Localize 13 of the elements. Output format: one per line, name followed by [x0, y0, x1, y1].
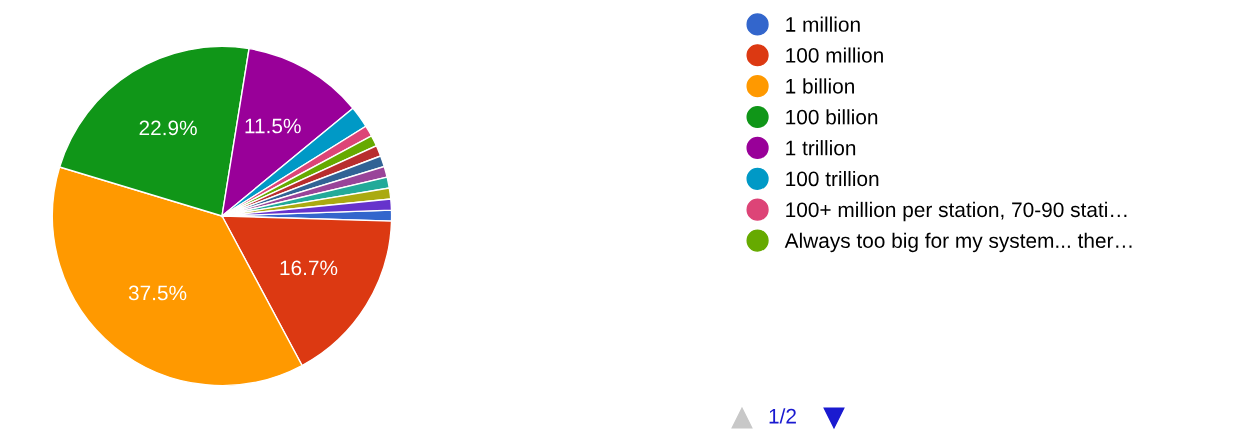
legend-label: 100+ million per station, 70-90 stati…: [786, 201, 1127, 222]
data-label: 22.9%: [139, 120, 197, 136]
legend-label: 1 billion: [786, 78, 854, 94]
legend-label: 100 trillion: [786, 170, 879, 187]
legend-label: 1 million: [786, 16, 860, 32]
legend-label: 1 trillion: [786, 140, 856, 156]
text: 1/2: [769, 408, 796, 424]
data-label: 16.7%: [280, 260, 338, 276]
data-label: 11.5%: [245, 118, 301, 134]
legend-label: Always too big for my system... ther…: [784, 232, 1132, 253]
legend-label: 100 million: [786, 47, 883, 63]
legend-label: 100 billion: [786, 109, 878, 125]
data-label: 37.5%: [128, 285, 187, 301]
